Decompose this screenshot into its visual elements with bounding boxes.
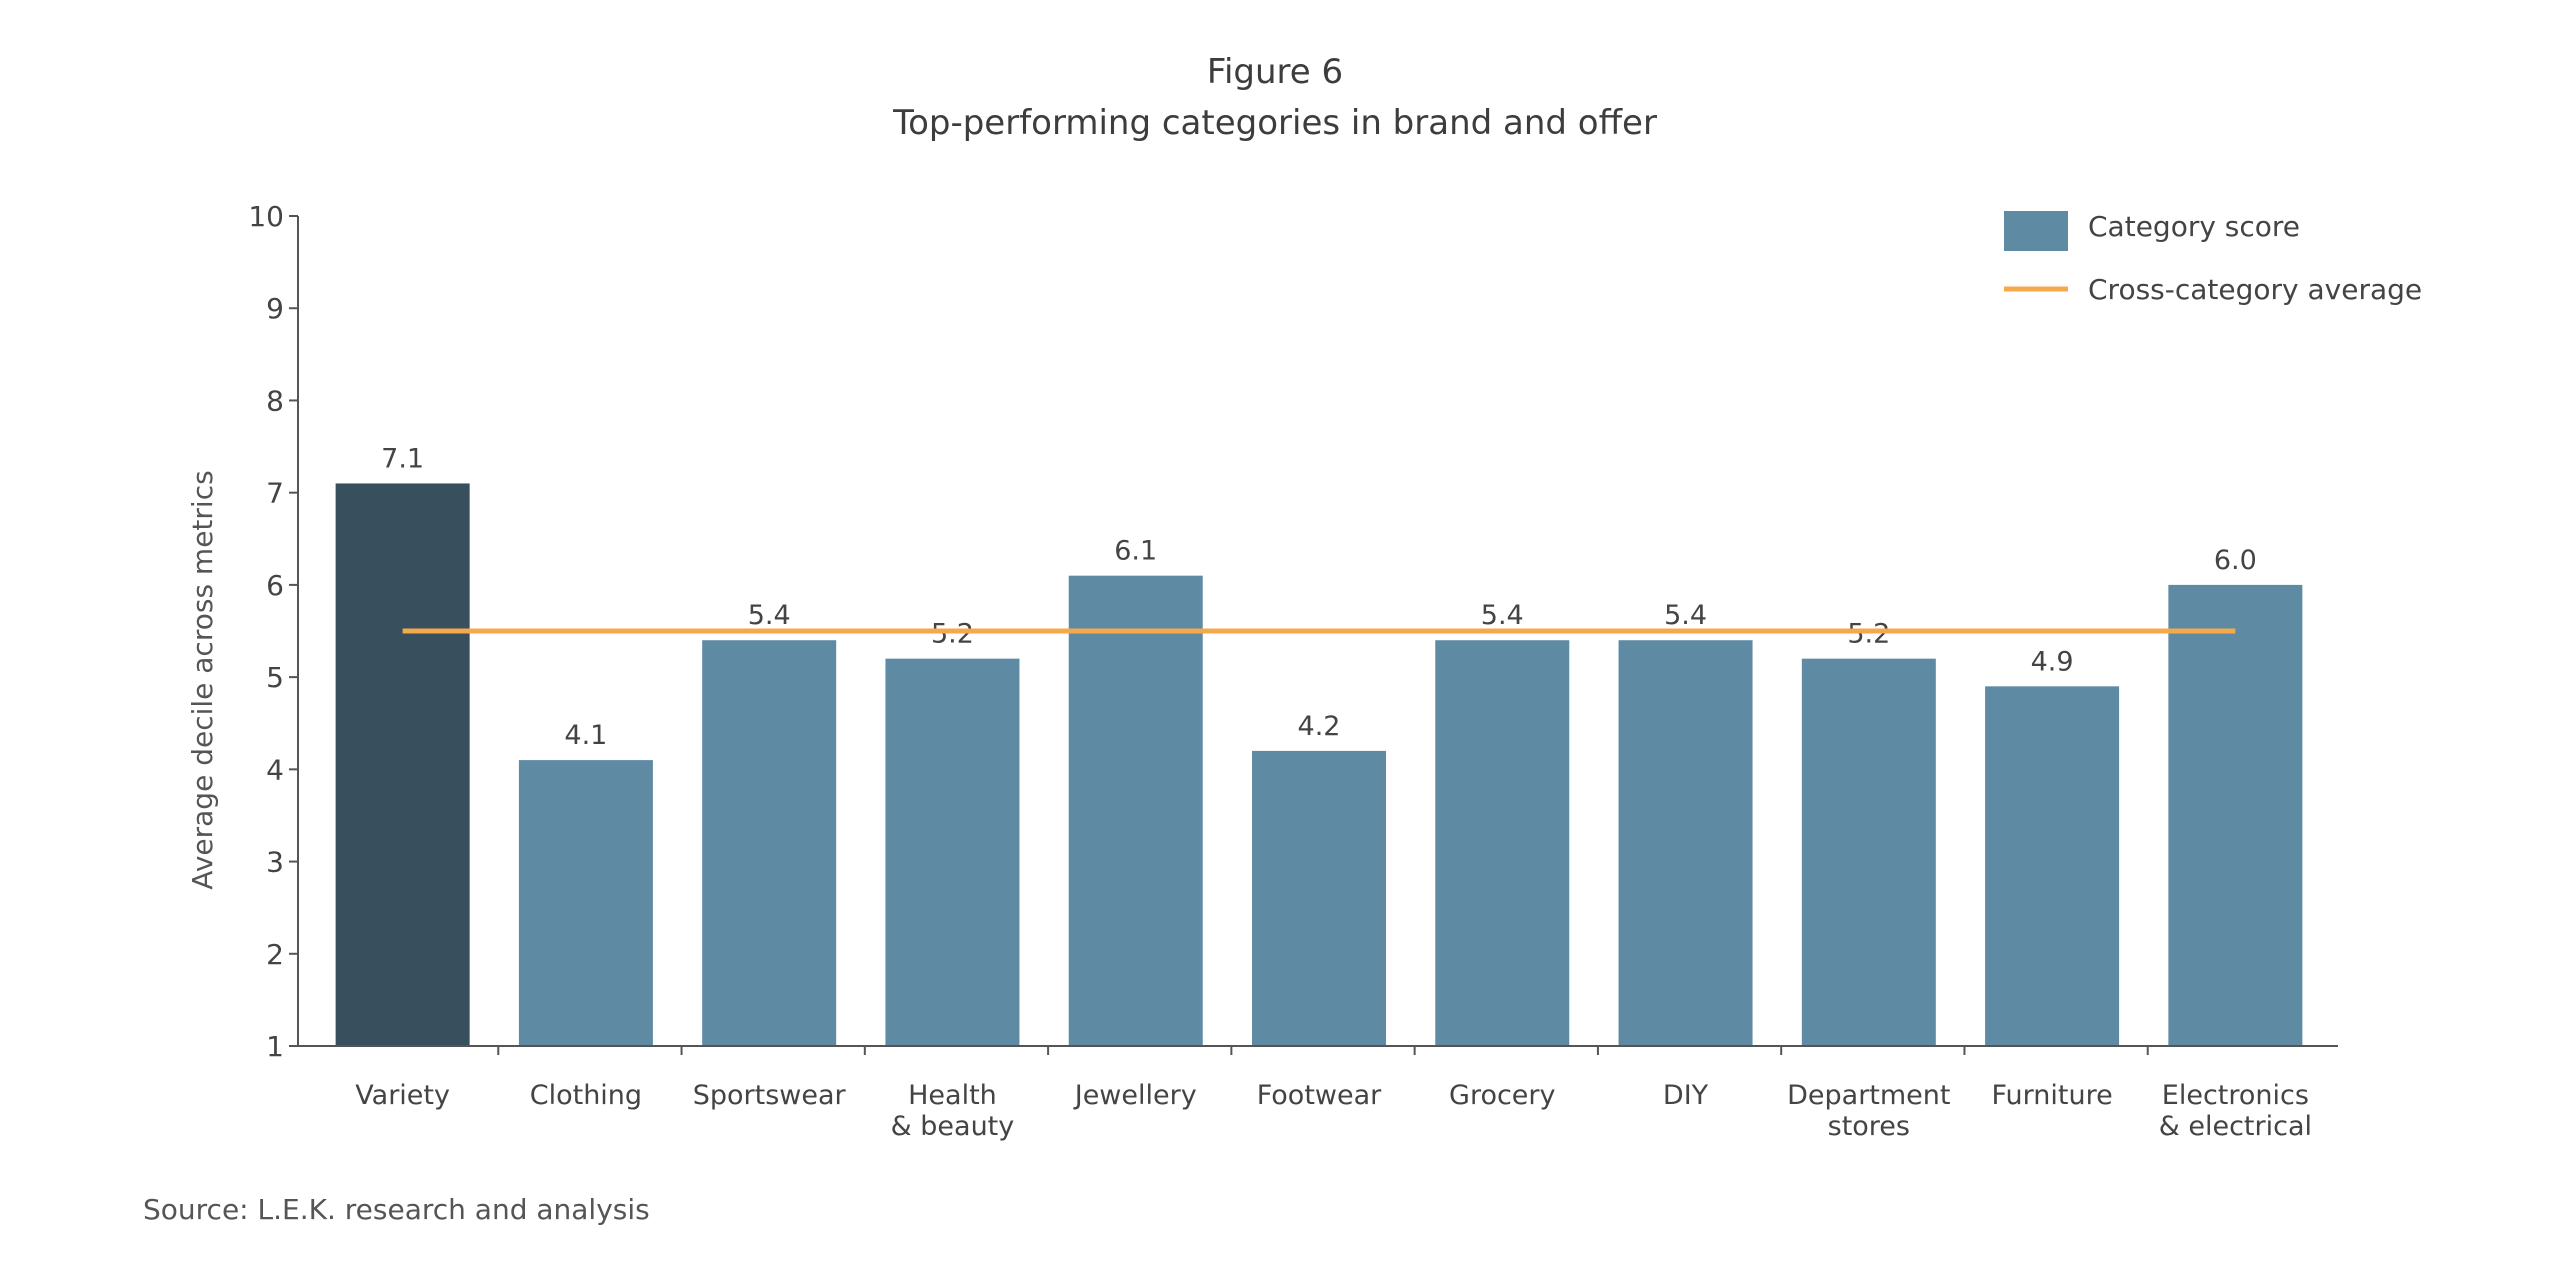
bar-value-label: 6.0: [2214, 545, 2257, 576]
bar-value-label: 5.2: [931, 619, 974, 650]
y-tick-label: 2: [266, 938, 284, 971]
x-tick-label: Department: [1787, 1080, 1950, 1111]
x-tick-label: Furniture: [1991, 1080, 2112, 1111]
figure-label: Figure 6: [1206, 52, 1344, 92]
x-tick-label: stores: [1828, 1111, 1910, 1142]
chart-title: Top-performing categories in brand and o…: [893, 103, 1657, 143]
x-tick-label: Health: [908, 1080, 997, 1111]
bar: [885, 658, 1020, 1046]
bar: [1435, 640, 1570, 1046]
y-axis-label: Average decile across metrics: [186, 470, 219, 889]
bar-value-label: 4.2: [1298, 711, 1341, 742]
y-tick-label: 8: [266, 384, 284, 417]
bar: [1618, 640, 1753, 1046]
legend-label: Cross-category average: [2088, 273, 2422, 306]
y-tick-label: 5: [266, 661, 284, 694]
x-axis: Variety Clothing Sportswear Health& beauty J…: [298, 1045, 2338, 1142]
y-axis: 1 2 3 4 5 6 7 8 9 10: [248, 200, 299, 1063]
x-tick-label: Sportswear: [693, 1080, 847, 1111]
y-tick-label: 4: [266, 753, 284, 786]
y-tick-label: 3: [266, 846, 284, 879]
y-tick-label: 7: [266, 477, 284, 510]
legend-swatch-category-score: [2004, 211, 2068, 251]
x-tick-label: & beauty: [891, 1111, 1015, 1142]
x-tick-label: Clothing: [530, 1080, 642, 1111]
bar: [335, 483, 470, 1046]
source-note: Source: L.E.K. research and analysis: [143, 1193, 650, 1226]
bar: [518, 760, 653, 1046]
y-tick-label: 9: [266, 292, 284, 325]
bar: [1068, 575, 1203, 1046]
y-tick-label: 6: [266, 569, 284, 602]
bar-value-label: 5.4: [1481, 600, 1524, 631]
bar-value-label: 5.4: [1664, 600, 1707, 631]
bar-value-label: 5.2: [1847, 619, 1890, 650]
x-tick-label: Footwear: [1257, 1080, 1382, 1111]
bar: [1252, 750, 1386, 1046]
legend-label: Category score: [2088, 210, 2300, 243]
x-tick-label: DIY: [1663, 1080, 1709, 1111]
bar: [1985, 686, 2120, 1046]
bar: [702, 640, 837, 1046]
bar-value-label: 6.1: [1114, 536, 1157, 567]
x-tick-label: Variety: [355, 1080, 450, 1111]
bar-value-label: 4.9: [2031, 646, 2074, 677]
x-tick-label: & electrical: [2159, 1111, 2312, 1142]
bars: 7.1 4.1 5.4 5.2 6.1 4.2 5.4 5.4 5.2 4.9 6.0: [335, 443, 2303, 1046]
bar-value-label: 7.1: [381, 443, 424, 474]
y-tick-label: 1: [266, 1030, 284, 1063]
legend: Category score Cross-category average: [2004, 210, 2422, 306]
x-tick-label: Electronics: [2162, 1080, 2309, 1111]
bar: [1801, 658, 1936, 1046]
bar: [2168, 584, 2303, 1046]
x-tick-label: Jewellery: [1073, 1080, 1197, 1111]
y-tick-label: 10: [248, 200, 284, 233]
bar-value-label: 5.4: [748, 600, 791, 631]
x-tick-label: Grocery: [1449, 1080, 1556, 1111]
bar-value-label: 4.1: [564, 720, 607, 751]
